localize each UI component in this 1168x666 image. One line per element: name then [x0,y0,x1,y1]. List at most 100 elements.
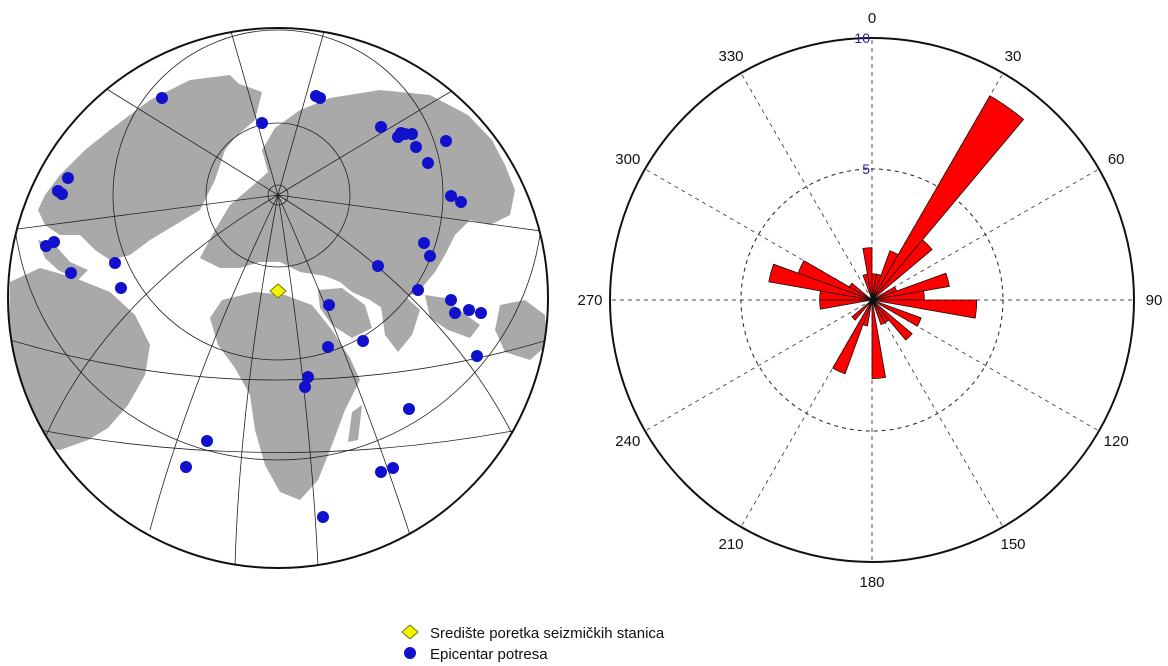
legend-epicenter-label: Epicentar potresa [430,646,548,663]
land-greenland [188,80,262,140]
epicenter-dot [372,260,384,272]
rose-angle-label: 30 [1005,48,1022,65]
rose-angle-label: 0 [868,10,876,27]
rose-petal [871,272,950,301]
land-madagascar [348,405,362,442]
rose-angle-label: 150 [1000,536,1025,553]
epicenter-dot [180,461,192,473]
meridian-5 [9,194,279,231]
epicenter-dot [256,117,268,129]
rose-petal [871,299,913,341]
epicenter-dot [56,188,68,200]
parallel-ring-3 [112,29,444,361]
rose-petal [851,299,873,321]
epicenter-dot [406,128,418,140]
rose-angle-label: 90 [1146,292,1163,309]
meridian-2 [277,28,326,196]
meridian-4 [277,79,471,196]
epicenter-dot [471,350,483,362]
rose-ring-labels: 5 10 [854,30,870,177]
rose-spoke [644,299,873,432]
globe-outline [7,27,549,569]
epicenter-markers [40,90,487,523]
globe-map [7,27,549,569]
epicenter-dot [418,237,430,249]
meridian-8 [277,194,521,451]
rose-ring-5 [740,168,1004,432]
epicenter-dot [410,141,422,153]
epicenter-dot [412,284,424,296]
legend-station-symbol [401,624,419,640]
rose-petal [871,299,978,319]
epicenter-dot [449,307,461,319]
epicenter-dot [115,282,127,294]
station-marker [269,283,287,299]
epicenter-dot [156,92,168,104]
epicenter-dot [314,92,326,104]
epicenter-dot [65,267,77,279]
rose-ring-label: 10 [854,30,870,46]
meridian-1 [229,28,279,196]
rose-petal [871,95,1025,301]
epicenter-dot [424,250,436,262]
legend-epicenter-symbol [404,647,416,659]
legend-station-label: Središte poretka seizmičkih stanica [430,625,665,642]
rose-petal [832,299,873,375]
rose-spoke [740,72,873,301]
epicenter-dot [375,121,387,133]
land-eurasia [200,90,515,310]
rose-petal [871,299,887,380]
rose-angle-labels: 0 30 60 90 120 150 180 210 240 270 300 330 [577,10,1162,591]
epicenter-dot [323,299,335,311]
rose-ring-label: 5 [862,161,870,177]
legend: Središte poretka seizmičkih stanica Epic… [401,624,665,663]
rose-angle-label: 180 [859,574,884,591]
epicenter-dot [302,371,314,383]
land-africa [210,292,360,500]
meridian-9 [149,194,279,531]
graticule [9,28,548,567]
epicenter-dot [387,462,399,474]
epicenter-dot [299,381,311,393]
epicenter-dot [445,294,457,306]
epicenter-dot [422,157,434,169]
rose-angle-label: 300 [615,151,640,168]
rose-petal [848,282,873,301]
meridian-3 [91,79,279,196]
parallel-ring-1 [267,184,289,206]
land-australia [495,300,547,360]
meridian-6 [277,194,548,233]
meridian-11 [234,194,279,566]
rose-petal [768,263,873,301]
epicenter-dot [440,135,452,147]
rose-petal [871,299,922,327]
rose-petals [768,95,1025,380]
epicenter-dot [322,341,334,353]
meridian-10 [277,194,411,536]
epicenter-dot [201,435,213,447]
epicenter-dot [475,307,487,319]
epicenter-dot [62,172,74,184]
epicenter-dot [375,466,387,478]
land-south-america [8,268,150,450]
rose-angle-label: 60 [1108,151,1125,168]
epicenter-dot [463,304,475,316]
parallel-arc-south-2 [39,429,519,453]
rose-angle-label: 210 [718,536,743,553]
meridian-7 [39,194,279,451]
rose-angle-label: 120 [1104,433,1129,450]
epicenter-dot [455,196,467,208]
rose-petal [797,260,873,301]
epicenter-dot [48,236,60,248]
rose-petal [862,247,873,301]
rose-petal [871,299,886,326]
rose-angle-label: 330 [718,48,743,65]
epicenter-dot [109,257,121,269]
rose-angle-label: 240 [615,433,640,450]
epicenter-dot [317,511,329,523]
rose-angle-label: 270 [577,292,602,309]
rose-petal [871,239,933,301]
rose-diagram: 0 30 60 90 120 150 180 210 240 270 300 330 5 10 [577,10,1162,591]
epicenter-dot [445,190,457,202]
